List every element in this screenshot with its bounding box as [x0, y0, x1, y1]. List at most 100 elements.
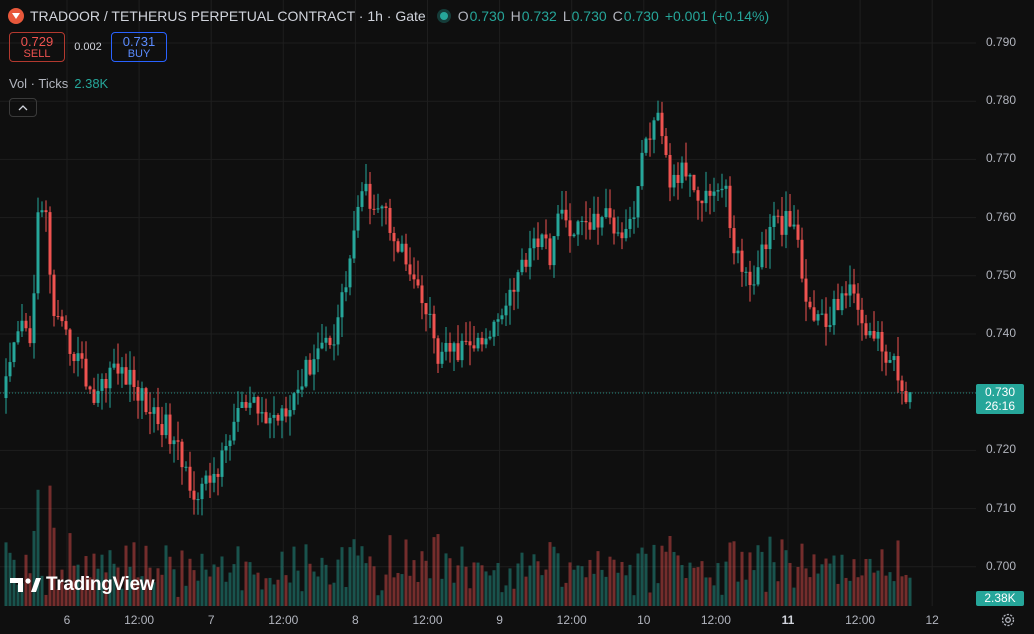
- candle-body: [188, 466, 192, 491]
- candle-body: [80, 353, 84, 359]
- volume-bar: [788, 562, 792, 606]
- volume-bar: [564, 582, 568, 606]
- volume-bar: [840, 554, 844, 606]
- candle-body: [736, 250, 740, 254]
- volume-bar: [64, 584, 68, 606]
- volume-bar: [616, 572, 620, 606]
- volume-bar: [888, 572, 892, 606]
- tradingview-watermark: TradingView: [10, 574, 155, 596]
- volume-bar: [724, 561, 728, 606]
- watermark-text: TradingView: [46, 574, 155, 595]
- spread-value: 0.002: [74, 41, 102, 53]
- volume-bars: [4, 485, 912, 606]
- volume-bar: [824, 558, 828, 606]
- candle-body: [908, 392, 912, 403]
- time-axis-label: 12:00: [556, 613, 587, 627]
- candle-body: [492, 321, 496, 337]
- collapse-legend-button[interactable]: [9, 98, 37, 117]
- volume-price-tag: 2.38K: [976, 591, 1024, 606]
- candle-body: [300, 386, 304, 390]
- volume-bar: [256, 572, 260, 606]
- candle-body: [556, 213, 560, 237]
- buy-button[interactable]: 0.731 BUY: [111, 32, 167, 62]
- volume-bar: [884, 575, 888, 606]
- time-axis-label: 8: [352, 613, 359, 627]
- volume-bar: [556, 553, 560, 606]
- volume-bar: [812, 554, 816, 606]
- volume-bar: [292, 546, 296, 606]
- volume-bar: [796, 566, 800, 606]
- volume-bar: [696, 567, 700, 606]
- candle-body: [880, 331, 884, 352]
- candle-body: [656, 112, 660, 121]
- volume-bar: [368, 556, 372, 606]
- candle-body: [176, 440, 180, 442]
- candle-body: [796, 224, 800, 240]
- candle-body: [268, 417, 272, 424]
- settings-gear-icon[interactable]: [1000, 612, 1016, 628]
- volume-bar: [280, 551, 284, 606]
- candle-body: [324, 337, 328, 343]
- candle-body: [532, 238, 536, 249]
- volume-bar: [516, 563, 520, 606]
- candle-body: [872, 330, 876, 339]
- candle-body: [840, 293, 844, 311]
- candle-body: [264, 412, 268, 424]
- volume-bar: [900, 576, 904, 606]
- candle-body: [464, 340, 468, 342]
- candle-body: [288, 410, 292, 417]
- candle-body: [820, 313, 824, 315]
- candle-body: [236, 407, 240, 422]
- volume-bar: [392, 577, 396, 606]
- candle-body: [56, 316, 60, 318]
- candle-body: [340, 292, 344, 318]
- volume-bar: [296, 570, 300, 606]
- candle-body: [388, 207, 392, 233]
- candle-body: [488, 336, 492, 339]
- candle-body: [484, 338, 488, 345]
- volume-bar: [28, 573, 32, 606]
- volume-bar: [748, 552, 752, 606]
- volume-bar: [624, 575, 628, 606]
- candle-body: [384, 206, 388, 208]
- volume-bar: [240, 590, 244, 606]
- volume-bar: [72, 565, 76, 606]
- candle-body: [528, 248, 532, 267]
- candle-body: [8, 362, 12, 377]
- symbol-title[interactable]: TRADOOR / TETHERUS PERPETUAL CONTRACT · …: [30, 8, 426, 24]
- volume-legend-name: Vol · Ticks: [9, 76, 69, 91]
- candle-body: [628, 218, 632, 229]
- candle-body: [548, 238, 552, 266]
- volume-bar: [560, 586, 564, 606]
- candle-body: [476, 337, 480, 349]
- candle-body: [344, 287, 348, 293]
- volume-bar: [612, 559, 616, 606]
- volume-bar: [856, 577, 860, 606]
- volume-bar: [572, 569, 576, 606]
- candle-body: [416, 279, 420, 286]
- candle-body: [636, 186, 640, 218]
- candle-body: [284, 408, 288, 417]
- volume-bar: [832, 555, 836, 606]
- volume-bar: [596, 551, 600, 606]
- sell-button[interactable]: 0.729 SELL: [9, 32, 65, 62]
- candle-body: [336, 317, 340, 345]
- volume-bar: [116, 567, 120, 606]
- volume-bar: [56, 589, 60, 606]
- candle-body: [844, 293, 848, 296]
- volume-bar: [196, 580, 200, 606]
- volume-bar: [408, 575, 412, 606]
- volume-legend[interactable]: Vol · Ticks 2.38K: [9, 76, 108, 91]
- volume-bar: [312, 571, 316, 606]
- volume-bar: [384, 574, 388, 606]
- time-axis-label: 12:00: [412, 613, 443, 627]
- candle-body: [312, 359, 316, 375]
- candle-body: [456, 343, 460, 361]
- volume-bar: [440, 578, 444, 606]
- volume-bar: [540, 575, 544, 606]
- volume-bar: [472, 562, 476, 606]
- candle-body: [280, 408, 284, 421]
- candle-body: [276, 414, 280, 421]
- candle-body: [696, 190, 700, 201]
